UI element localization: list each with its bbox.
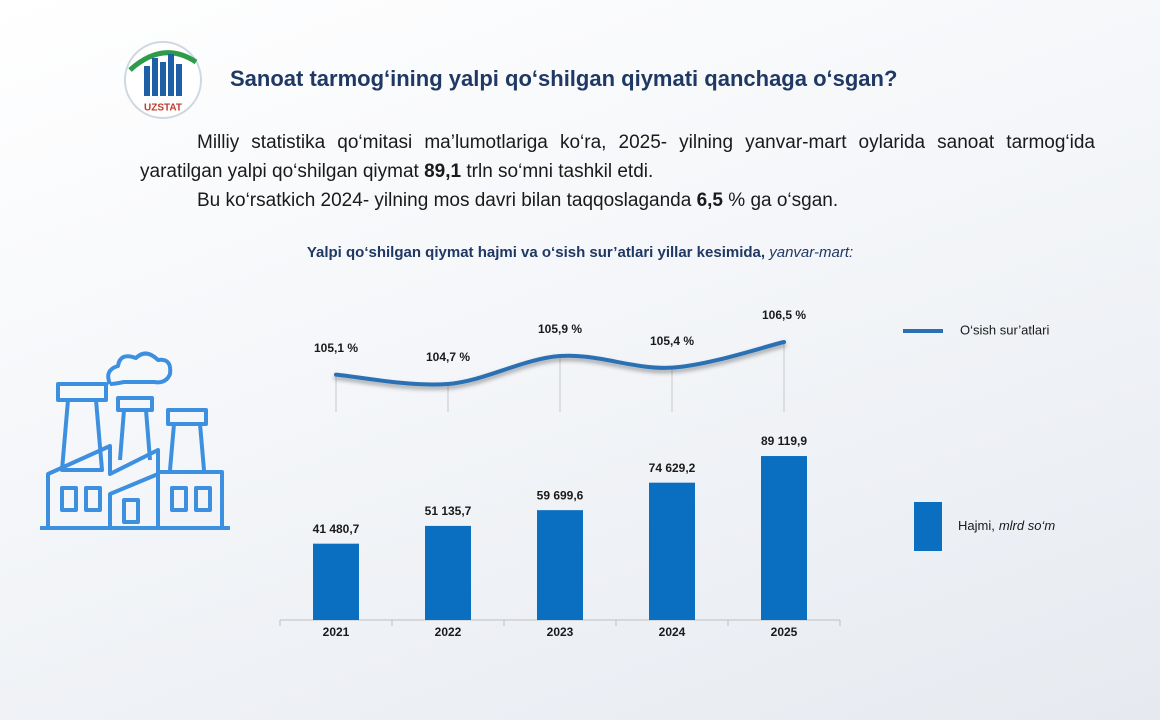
data-label: 59 699,6 xyxy=(537,488,584,502)
data-label: 106,5 % xyxy=(762,308,806,322)
logo: UZSTAT xyxy=(124,41,202,119)
paragraph: Milliy statistika qo‘mitasi ma’lumotlari… xyxy=(140,128,1095,186)
chart-title-note: yanvar-mart: xyxy=(769,244,854,261)
chart-title-text: Yalpi qo‘shilgan qiymat hajmi va o‘sish … xyxy=(306,244,766,261)
text-segment: 89,1 xyxy=(424,161,462,182)
data-label: 105,4 % xyxy=(650,334,694,348)
data-label: 74 629,2 xyxy=(649,461,696,475)
legend-label: O‘sish sur’atlari xyxy=(960,322,1049,337)
data-label: 51 135,7 xyxy=(425,504,472,518)
bar xyxy=(313,543,359,620)
text-segment: Bu ko‘rsatkich 2024- yilning mos davri b… xyxy=(197,190,697,211)
bar xyxy=(425,525,471,620)
legend-unit: mlrd so‘m xyxy=(999,518,1056,533)
legend-swatch xyxy=(914,502,942,551)
paragraph: Bu ko‘rsatkich 2024- yilning mos davri b… xyxy=(140,186,1095,215)
logo-text: UZSTAT xyxy=(144,103,182,114)
page-title: Sanoat tarmog‘ining yalpi qo‘shilgan qiy… xyxy=(230,66,898,91)
legend-label: Hajmi, mlrd so‘m xyxy=(958,518,1055,533)
bar xyxy=(649,482,695,620)
x-tick-label: 2022 xyxy=(435,625,462,639)
data-label: 105,1 % xyxy=(314,341,358,355)
text-segment: trln so‘mni tashkil etdi. xyxy=(461,161,654,182)
data-label: 41 480,7 xyxy=(313,522,360,536)
chart-title: Yalpi qo‘shilgan qiymat hajmi va o‘sish … xyxy=(0,244,1160,261)
x-tick-label: 2024 xyxy=(659,625,686,639)
legend-name: Hajmi, xyxy=(958,518,995,533)
text-segment: 6,5 xyxy=(696,190,723,211)
x-tick-label: 2025 xyxy=(771,625,798,639)
data-label: 105,9 % xyxy=(538,322,582,336)
x-tick-label: 2023 xyxy=(547,625,574,639)
text-segment: Milliy statistika qo‘mitasi ma’lumotlari… xyxy=(140,132,1095,182)
factory-icon xyxy=(40,351,230,530)
x-tick-label: 2021 xyxy=(323,625,350,639)
data-label: 104,7 % xyxy=(426,350,470,364)
text-segment: % ga o‘sgan. xyxy=(723,190,839,211)
data-label: 89 119,9 xyxy=(761,434,807,448)
line xyxy=(334,340,786,387)
bar xyxy=(537,510,583,620)
description: Milliy statistika qo‘mitasi ma’lumotlari… xyxy=(140,128,1095,215)
bar xyxy=(761,456,807,620)
